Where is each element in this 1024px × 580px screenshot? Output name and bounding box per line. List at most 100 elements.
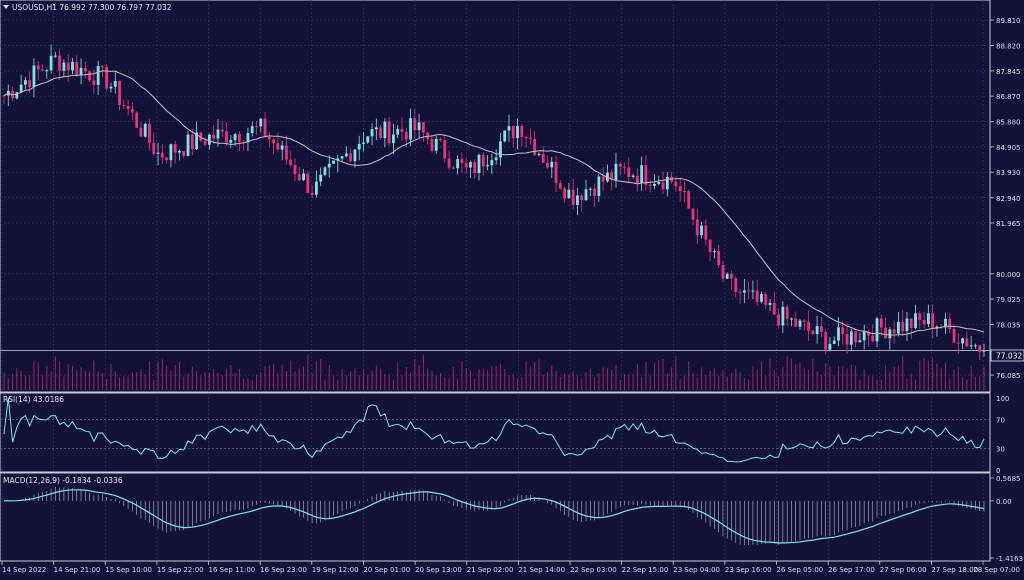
candle-body (974, 345, 977, 347)
candle-body (434, 138, 438, 151)
candle-body (130, 109, 134, 113)
candle-body (19, 84, 23, 93)
candle-body (871, 335, 875, 342)
candle-body (901, 321, 905, 332)
candle-body (152, 142, 156, 154)
candle-body (807, 321, 810, 331)
macd-tick-label: 0.00 (996, 498, 1012, 506)
candle-body (379, 127, 382, 139)
candle-body (584, 189, 588, 201)
candle-body (28, 80, 32, 88)
candle-body (828, 343, 832, 350)
macd-signal-line (3, 489, 985, 544)
macd-indicator: 0.5685 0.00 -1.4163 (3, 475, 1023, 563)
macd-tick-label: 0.5685 (996, 475, 1021, 483)
candle-body (511, 126, 515, 139)
rsi-tick-label: 0 (996, 467, 1000, 475)
time-tick-label: 19 Sep 12:00 (312, 566, 359, 574)
candle-body (109, 86, 113, 89)
candle-body (700, 225, 703, 236)
time-tick-label: 16 Sep 23:00 (260, 566, 307, 574)
candle-body (849, 331, 853, 345)
candle-body (734, 278, 738, 292)
candle-body (790, 318, 793, 320)
candle-body (242, 141, 246, 143)
candle-body (430, 139, 434, 151)
candle-body (541, 154, 545, 163)
candle-body (627, 167, 631, 177)
candle-body (623, 166, 626, 168)
candle-body (768, 302, 772, 305)
time-tick-label: 28 Sep 07:00 (973, 566, 1020, 574)
candle-body (186, 134, 190, 156)
candle-body (190, 134, 194, 150)
candle-body (421, 122, 425, 133)
price-tick-label: 82.940 (996, 195, 1021, 203)
volume-bars (3, 354, 985, 390)
current-price-tag: 77.032 (990, 349, 1024, 362)
time-tick-label: 22 Sep 15:00 (622, 566, 669, 574)
main-chart-frame[interactable] (0, 0, 991, 393)
candle-body (567, 189, 571, 199)
triangle-down-icon[interactable] (3, 5, 9, 9)
candle-body (276, 143, 280, 150)
price-tick-label: 79.025 (996, 296, 1021, 304)
price-tick-label: 89.810 (996, 17, 1021, 25)
candle-body (708, 239, 712, 253)
candle-body (918, 313, 922, 320)
candle-body (310, 192, 314, 195)
candle-body (580, 195, 584, 201)
candle-body (139, 127, 143, 137)
candle-body (332, 160, 335, 164)
candle-body (315, 181, 318, 195)
macd-tick-label: -1.4163 (996, 555, 1023, 563)
candle-body (576, 195, 579, 205)
candle-body (396, 128, 400, 135)
candle-body (460, 159, 464, 163)
candle-body (687, 191, 691, 209)
candle-body (785, 306, 789, 319)
rsi-panel-frame[interactable] (0, 392, 991, 473)
candle-body (293, 165, 297, 175)
candle-body (156, 152, 160, 154)
price-tick-label: 87.845 (996, 68, 1021, 76)
time-tick-label: 20 Sep 13:00 (415, 566, 462, 574)
candle-body (135, 112, 139, 128)
candle-body (533, 138, 537, 155)
candle-body (695, 219, 699, 236)
candle-body (456, 159, 460, 169)
candle-body (75, 61, 79, 76)
candle-body (62, 62, 66, 71)
candle-body (683, 191, 686, 193)
candle-body (563, 188, 567, 199)
price-tick-label: 86.870 (996, 93, 1021, 101)
macd-panel-frame[interactable] (0, 472, 991, 562)
time-tick-label: 26 Sep 05:00 (777, 566, 824, 574)
candle-body (101, 65, 104, 67)
candle-body (635, 175, 639, 184)
candle-body (413, 118, 417, 131)
candle-body (366, 136, 370, 143)
candle-body (451, 167, 455, 169)
candle-body (721, 265, 725, 279)
candle-body (53, 55, 57, 57)
price-tick-label: 83.930 (996, 169, 1021, 177)
candle-body (66, 62, 70, 71)
candle-body (755, 290, 759, 302)
candle-body (362, 142, 365, 144)
price-tick-label: 76.085 (996, 372, 1021, 380)
candle-body (439, 138, 442, 141)
candle-body (888, 329, 892, 339)
candle-body (481, 154, 485, 167)
candle-body (400, 128, 404, 132)
candle-body (344, 153, 348, 157)
candle-body (640, 165, 644, 184)
candle-body (862, 331, 866, 341)
candle-body (246, 133, 250, 143)
candle-body (665, 176, 669, 190)
candle-body (353, 149, 357, 162)
candle-body (961, 338, 965, 344)
candle-body (88, 71, 91, 81)
price-tick-label: 78.035 (996, 322, 1021, 330)
